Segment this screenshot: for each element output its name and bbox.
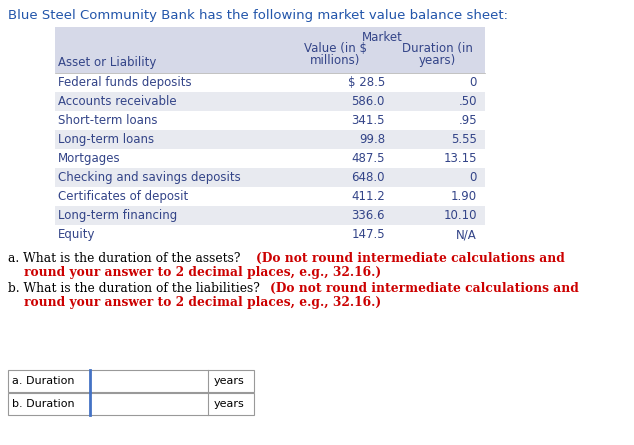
Bar [55,73,485,92]
Text: 147.5: 147.5 [351,228,385,241]
Text: Blue Steel Community Bank has the following market value balance sheet:: Blue Steel Community Bank has the follow… [8,9,508,22]
Bar [55,111,485,130]
Text: 5.55: 5.55 [451,133,477,146]
Text: 336.6: 336.6 [351,209,385,222]
Text: .50: .50 [458,95,477,108]
Text: (Do not round intermediate calculations and: (Do not round intermediate calculations … [270,282,579,295]
Text: b. Duration: b. Duration [12,399,75,409]
Bar [55,149,485,168]
Text: b. What is the duration of the liabilities?: b. What is the duration of the liabiliti… [8,282,260,295]
Bar [55,92,485,111]
Bar [55,168,485,187]
Text: Accounts receivable: Accounts receivable [58,95,177,108]
Text: N/A: N/A [456,228,477,241]
Text: Value (in $: Value (in $ [304,42,366,55]
Text: a. What is the duration of the assets?: a. What is the duration of the assets? [8,252,240,265]
Text: 10.10: 10.10 [444,209,477,222]
Bar [8,393,254,415]
Text: 1.90: 1.90 [451,190,477,203]
Text: Asset or Liability: Asset or Liability [58,56,157,69]
Text: years): years) [419,54,456,67]
Text: Short-term loans: Short-term loans [58,114,157,127]
Text: millions): millions) [310,54,360,67]
Text: 487.5: 487.5 [351,152,385,165]
Bar [55,187,485,206]
Text: Long-term financing: Long-term financing [58,209,178,222]
Text: 0: 0 [470,76,477,89]
Text: 99.8: 99.8 [359,133,385,146]
Text: 648.0: 648.0 [351,171,385,184]
Text: a. Duration: a. Duration [12,376,75,386]
Text: Duration (in: Duration (in [402,42,473,55]
Bar [55,130,485,149]
Text: years: years [214,399,245,409]
Text: Mortgages: Mortgages [58,152,120,165]
Text: Federal funds deposits: Federal funds deposits [58,76,191,89]
Text: Checking and savings deposits: Checking and savings deposits [58,171,241,184]
Text: Certificates of deposit: Certificates of deposit [58,190,188,203]
Text: 411.2: 411.2 [351,190,385,203]
Text: years: years [214,376,245,386]
Text: 13.15: 13.15 [444,152,477,165]
Text: Market: Market [362,31,403,44]
Bar [55,27,485,73]
Text: round your answer to 2 decimal places, e.g., 32.16.): round your answer to 2 decimal places, e… [24,266,381,279]
Text: 341.5: 341.5 [351,114,385,127]
Bar [55,206,485,225]
Text: $ 28.5: $ 28.5 [348,76,385,89]
Text: 0: 0 [470,171,477,184]
Text: (Do not round intermediate calculations and: (Do not round intermediate calculations … [256,252,565,265]
Text: Equity: Equity [58,228,96,241]
Text: .95: .95 [458,114,477,127]
Bar [55,225,485,244]
Text: Long-term loans: Long-term loans [58,133,154,146]
Text: round your answer to 2 decimal places, e.g., 32.16.): round your answer to 2 decimal places, e… [24,296,381,309]
Text: 586.0: 586.0 [352,95,385,108]
Bar [8,370,254,392]
